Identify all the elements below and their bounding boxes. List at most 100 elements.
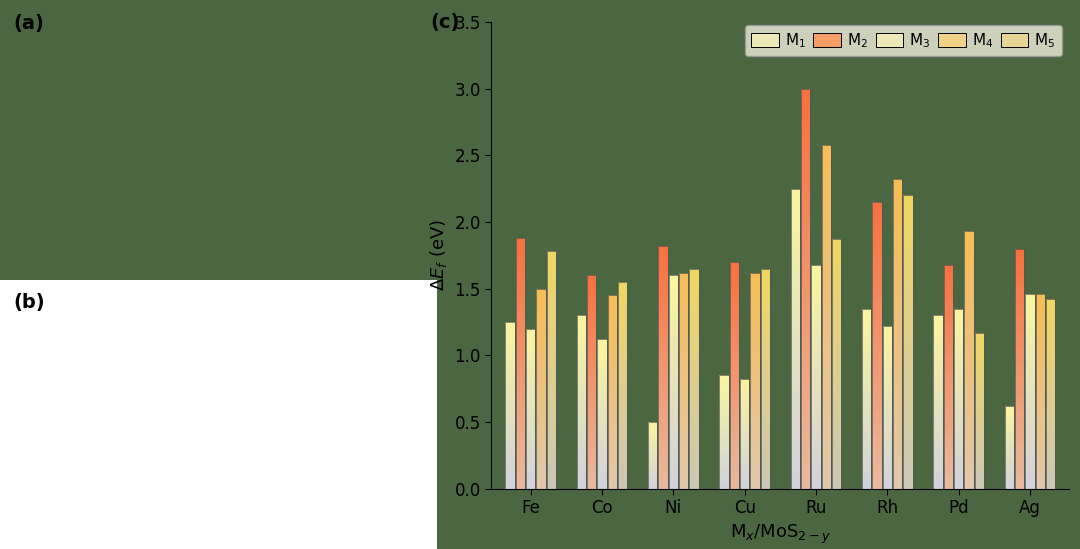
Bar	[1004, 488, 1014, 489]
Bar	[964, 309, 973, 312]
Bar	[679, 421, 688, 424]
Bar	[577, 419, 586, 422]
Bar	[903, 334, 913, 338]
Bar	[811, 474, 821, 478]
Bar	[546, 260, 556, 263]
Bar	[719, 442, 729, 443]
Bar	[1047, 387, 1055, 389]
Bar	[669, 374, 678, 377]
Bar	[832, 414, 841, 417]
Bar	[832, 470, 841, 473]
Bar	[862, 378, 872, 380]
Bar	[751, 478, 759, 480]
Bar	[515, 248, 525, 250]
Bar	[822, 214, 831, 218]
Bar	[893, 183, 902, 187]
Bar	[751, 351, 759, 354]
Bar	[791, 433, 800, 436]
Bar	[822, 149, 831, 153]
Bar	[862, 423, 872, 425]
Bar	[537, 394, 545, 396]
Bar	[751, 391, 759, 394]
Bar	[1004, 438, 1014, 439]
Bar	[648, 472, 658, 473]
Bar	[505, 430, 514, 433]
Bar	[760, 326, 770, 329]
Bar	[515, 451, 525, 454]
Bar	[933, 465, 943, 467]
Bar	[689, 442, 699, 445]
Bar	[933, 452, 943, 454]
Bar	[964, 340, 973, 344]
Bar	[659, 391, 667, 395]
Bar	[730, 486, 739, 489]
Bar	[515, 257, 525, 260]
Bar	[903, 199, 913, 203]
Bar	[1047, 465, 1055, 467]
Bar	[1004, 471, 1014, 472]
Bar	[1047, 304, 1055, 306]
Bar	[597, 462, 607, 464]
Bar	[597, 390, 607, 391]
Bar	[669, 342, 678, 345]
Bar	[588, 390, 596, 393]
Bar	[1025, 382, 1035, 384]
Bar	[505, 362, 514, 363]
Bar	[730, 381, 739, 384]
Bar	[577, 365, 586, 367]
Bar	[954, 439, 963, 441]
Bar	[1047, 474, 1055, 477]
Bar	[760, 293, 770, 296]
Bar	[1025, 452, 1035, 455]
Bar	[882, 403, 892, 405]
Bar	[588, 385, 596, 387]
Bar	[873, 245, 881, 249]
Bar	[1025, 411, 1035, 413]
Bar	[659, 477, 667, 479]
Bar	[1015, 354, 1024, 357]
Bar	[526, 479, 536, 480]
Bar	[526, 395, 536, 396]
Bar	[964, 231, 973, 489]
Bar	[669, 464, 678, 467]
Bar	[974, 422, 984, 424]
Bar	[679, 389, 688, 391]
Bar	[933, 372, 943, 374]
Bar	[760, 329, 770, 332]
Bar	[751, 480, 759, 483]
Bar	[832, 483, 841, 485]
Bar	[679, 424, 688, 427]
Bar	[832, 407, 841, 411]
Bar	[933, 484, 943, 486]
Bar	[903, 478, 913, 481]
Bar	[832, 367, 841, 370]
Bar	[526, 480, 536, 483]
Bar	[648, 477, 658, 478]
Bar	[730, 282, 739, 284]
Bar	[791, 406, 800, 410]
Bar	[954, 367, 963, 369]
Bar	[893, 206, 902, 210]
Bar	[882, 458, 892, 460]
Bar	[648, 468, 658, 469]
Bar	[648, 455, 658, 456]
Bar	[659, 352, 667, 355]
Bar	[669, 387, 678, 390]
Bar	[1004, 431, 1014, 432]
Bar	[832, 423, 841, 426]
Bar	[751, 316, 759, 318]
Bar	[1025, 396, 1035, 399]
Bar	[760, 373, 770, 376]
Bar	[903, 243, 913, 247]
Bar	[1025, 348, 1035, 350]
Bar	[1025, 328, 1035, 330]
Bar	[577, 395, 586, 397]
Bar	[974, 387, 984, 389]
Bar	[751, 375, 759, 378]
Bar	[537, 479, 545, 481]
Bar	[760, 346, 770, 349]
Bar	[811, 276, 821, 279]
Bar	[719, 445, 729, 446]
Bar	[546, 257, 556, 260]
Bar	[669, 427, 678, 430]
